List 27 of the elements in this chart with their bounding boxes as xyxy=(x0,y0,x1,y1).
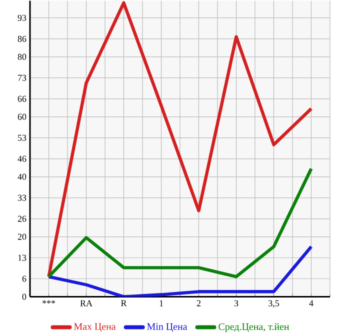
y-tick-label: 46 xyxy=(18,156,26,162)
legend-label: Min Цена xyxy=(147,323,188,332)
y-tick-label: 60 xyxy=(18,114,26,120)
x-tick-label: 1 xyxy=(160,300,163,306)
x-tick-label: 4 xyxy=(309,300,314,306)
x-tick-label: 3 xyxy=(234,300,238,306)
x-tick-label: RA xyxy=(80,300,92,306)
y-tick-label: 33 xyxy=(18,194,26,201)
y-tick-label: 6 xyxy=(22,276,26,282)
y-tick-label: 53 xyxy=(18,134,26,141)
legend-label: Max Цена xyxy=(74,323,116,332)
x-tick-label: 3,5 xyxy=(268,300,280,308)
y-tick-label: 80 xyxy=(18,54,26,60)
legend-label: Сред.Цена, т.йен xyxy=(218,323,290,332)
y-tick-label: 66 xyxy=(18,96,26,102)
y-tick-label: 86 xyxy=(18,36,26,42)
y-tick-label: 20 xyxy=(18,234,26,240)
y-tick-label: 73 xyxy=(18,74,26,81)
y-tick-label: 0 xyxy=(22,294,26,300)
y-tick-label: 40 xyxy=(18,174,26,180)
y-tick-label: 26 xyxy=(18,216,26,222)
x-tick-label: R xyxy=(121,300,127,306)
y-tick-label: 93 xyxy=(18,14,26,21)
x-tick-label: 2 xyxy=(196,300,200,306)
line-series xyxy=(47,1,313,278)
y-tick-label: 13 xyxy=(18,254,26,261)
x-tick-label: *** xyxy=(42,300,56,304)
